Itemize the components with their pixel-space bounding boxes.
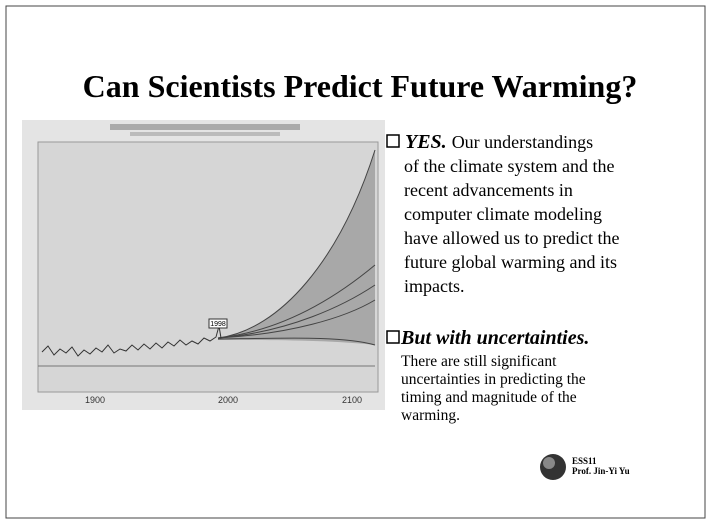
axis-label: 1900 — [85, 395, 105, 405]
bullet-body: of the climate system and the recent adva… — [404, 156, 619, 296]
slide-title: Can Scientists Predict Future Warming? — [83, 68, 638, 104]
projection-curve — [217, 264, 376, 339]
footer-author: Prof. Jin-Yi Yu — [572, 466, 630, 476]
bullet-text: uncertainties in predicting the — [401, 371, 586, 388]
bullet-text: future global warming and its — [404, 252, 617, 272]
projection-curve — [217, 337, 376, 346]
logo-highlight — [543, 457, 555, 469]
bullet-text: have allowed us to predict the — [404, 228, 619, 248]
bullet-lead: But with uncertainties. — [400, 327, 589, 349]
bullet-text: warming. — [401, 407, 460, 424]
figure-subheading — [130, 132, 280, 136]
bullet-text: computer climate modeling — [404, 204, 602, 224]
bullet-text: impacts. — [404, 276, 465, 296]
historical-line — [41, 325, 222, 357]
axis-label: 2100 — [342, 395, 362, 405]
bullet-box — [386, 134, 400, 148]
bullet-text: There are still significant — [401, 353, 557, 370]
bullet-text: timing and magnitude of the — [401, 389, 577, 406]
bullet-lead: YES. — [405, 131, 447, 153]
bullet-text: of the climate system and the — [404, 156, 614, 176]
figure-heading — [110, 124, 300, 130]
axis-label: 2000 — [218, 395, 238, 405]
bullet-text: Our understandings — [452, 132, 593, 152]
projection-curve — [217, 284, 376, 339]
figure: 1998 1900 2000 2100 — [22, 120, 385, 410]
footer: ESS11 Prof. Jin-Yi Yu — [540, 454, 630, 480]
bullet-line: YES. Our understandings — [405, 131, 593, 153]
footer-course: ESS11 — [572, 456, 597, 466]
bullet-body: There are still significantuncertainties… — [401, 353, 586, 424]
bullet-box — [386, 330, 400, 344]
projection-fan — [218, 150, 375, 345]
projection-curve — [217, 149, 376, 339]
bullet-text: recent advancements in — [404, 180, 573, 200]
marker-label: 1998 — [210, 321, 226, 328]
projection-curve — [217, 299, 376, 339]
marker-box — [208, 318, 228, 329]
